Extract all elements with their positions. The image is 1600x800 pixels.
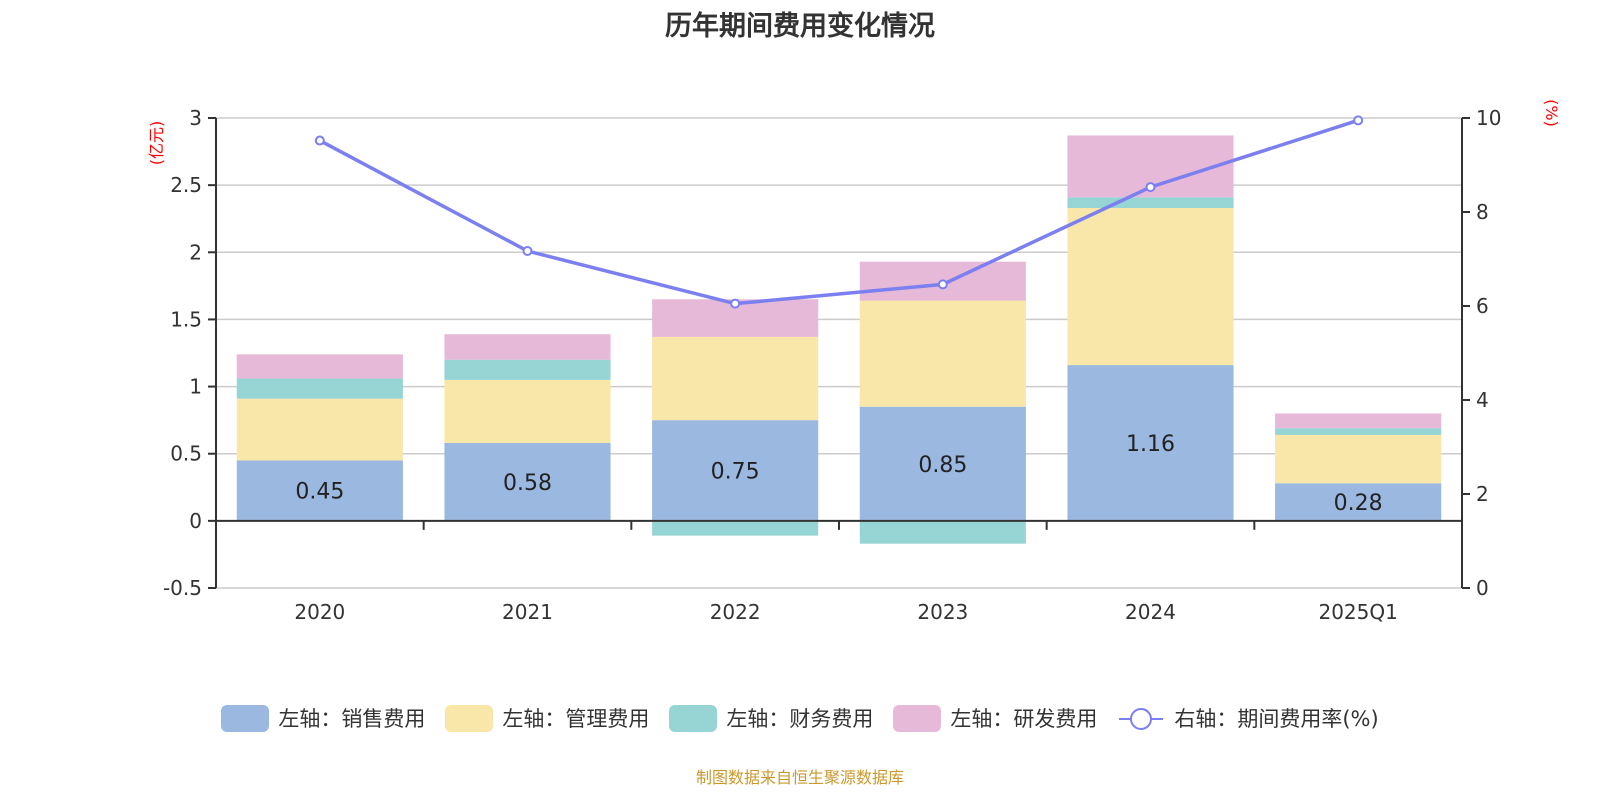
- bar-segment: [444, 379, 611, 443]
- bars: [236, 135, 1442, 544]
- bar-segment: [1067, 207, 1234, 366]
- right-axis-tick-label: 10: [1476, 106, 1501, 130]
- left-axis-tick-label: 0.5: [170, 442, 202, 466]
- legend-item-rnd[interactable]: 左轴：研发费用: [893, 703, 1097, 733]
- legend-label: 左轴：销售费用: [278, 707, 426, 731]
- legend-item-admin[interactable]: 左轴：管理费用: [445, 703, 649, 733]
- rate-point: [937, 279, 948, 290]
- rate-line: [314, 115, 1364, 309]
- legend-label: 左轴：管理费用: [502, 707, 650, 731]
- bar-labels: 0.45 0.58 0.75 0.85 1.16 0.28: [295, 432, 1382, 516]
- bar-segment: [1067, 365, 1234, 521]
- bar-segment: [859, 520, 1026, 544]
- legend-swatch-sales: [221, 704, 270, 732]
- left-axis-tick-label: 3: [189, 106, 202, 130]
- bar-segment: [652, 336, 819, 421]
- right-axis-unit: (%): [1542, 99, 1561, 127]
- x-axis-tick-label: 2022: [710, 600, 761, 624]
- bar-data-label: 0.28: [1334, 491, 1383, 516]
- legend-label: 左轴：研发费用: [950, 707, 1098, 731]
- bar-segment: [444, 359, 611, 380]
- bar-segment: [1275, 413, 1442, 429]
- right-axis-tick-label: 4: [1476, 388, 1489, 412]
- bar-segment: [1275, 428, 1442, 435]
- bar-data-label: 1.16: [1126, 432, 1175, 457]
- bar-segment: [236, 398, 403, 461]
- source-note: 制图数据来自恒生聚源数据库: [695, 768, 904, 787]
- right-axis-tick-label: 6: [1476, 294, 1489, 318]
- right-axis-tick-label: 2: [1476, 482, 1489, 506]
- legend-label: 右轴：期间费用率(%): [1174, 707, 1379, 731]
- left-axis-tick-label: 0: [189, 509, 202, 533]
- left-axis-tick-label: 2.5: [170, 173, 202, 197]
- legend-swatch-admin: [445, 704, 494, 732]
- rate-point: [522, 246, 533, 257]
- legend: 左轴：销售费用 左轴：管理费用 左轴：财务费用 左轴：研发费用 右轴：期间费用率…: [0, 703, 1600, 733]
- legend-item-sales[interactable]: 左轴：销售费用: [221, 703, 425, 733]
- left-axis-tick-label: -0.5: [163, 576, 202, 600]
- legend-swatch-finance: [669, 704, 718, 732]
- bar-segment: [652, 420, 819, 521]
- x-axis-tick-label: 2021: [502, 600, 553, 624]
- legend-label: 左轴：财务费用: [726, 707, 874, 731]
- axes: -0.5 0 0.5 1 1.5 2 2.5 3 0 2 4 6 8 10 2020 2021 2022 2023…: [163, 106, 1501, 624]
- line-circle-icon: [1119, 707, 1164, 730]
- rate-point: [730, 298, 741, 309]
- x-axis-tick-label: 2020: [294, 600, 345, 624]
- bar-segment: [1275, 434, 1442, 484]
- bar-segment: [1275, 483, 1442, 521]
- x-axis-tick-label: 2024: [1125, 600, 1176, 624]
- legend-swatch-rnd: [893, 704, 942, 732]
- x-axis-tick-label: 2023: [917, 600, 968, 624]
- bar-segment: [444, 442, 611, 521]
- bar-data-label: 0.75: [711, 460, 760, 485]
- bar-segment: [1067, 197, 1234, 208]
- left-axis-tick-label: 1.5: [170, 307, 202, 331]
- left-axis-unit: (亿元): [147, 121, 166, 166]
- legend-item-finance[interactable]: 左轴：财务费用: [669, 703, 873, 733]
- left-axis-tick-label: 2: [189, 240, 202, 264]
- bar-data-label: 0.58: [503, 471, 552, 496]
- bar-data-label: 0.45: [295, 480, 344, 505]
- bar-segment: [652, 520, 819, 536]
- rate-point: [1145, 182, 1156, 193]
- rate-line-path: [319, 118, 1359, 306]
- bar-segment: [444, 334, 611, 360]
- right-axis-tick-label: 8: [1476, 200, 1489, 224]
- legend-item-rate[interactable]: 右轴：期间费用率(%): [1117, 703, 1379, 733]
- bar-segment: [859, 406, 1026, 521]
- bar-segment: [236, 354, 403, 379]
- chart-title: 历年期间费用变化情况: [665, 11, 935, 42]
- right-axis-tick-label: 0: [1476, 576, 1489, 600]
- bar-segment: [236, 460, 403, 521]
- bar-segment: [859, 300, 1026, 407]
- bar-segment: [236, 378, 403, 399]
- x-axis-tick-label: 2025Q1: [1318, 600, 1397, 624]
- left-axis-tick-label: 1: [189, 375, 202, 399]
- rate-point: [314, 135, 325, 146]
- rate-point: [1353, 115, 1364, 126]
- bar-data-label: 0.85: [918, 453, 967, 478]
